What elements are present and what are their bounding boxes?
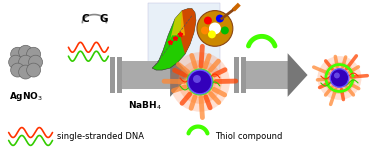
Text: G: G [99,14,108,24]
FancyBboxPatch shape [241,57,246,93]
Polygon shape [288,53,308,97]
Polygon shape [152,9,196,70]
Circle shape [221,27,229,34]
Circle shape [201,27,209,34]
Circle shape [26,47,40,61]
Polygon shape [170,11,185,40]
FancyBboxPatch shape [246,61,288,89]
FancyBboxPatch shape [122,61,170,89]
Circle shape [204,17,212,24]
Circle shape [209,22,221,34]
Circle shape [26,63,40,77]
Circle shape [323,62,356,94]
Circle shape [197,11,233,46]
Text: AgNO$_3$: AgNO$_3$ [9,90,43,103]
Circle shape [193,75,201,83]
Text: single-stranded DNA: single-stranded DNA [57,132,144,141]
FancyBboxPatch shape [117,57,122,93]
Circle shape [29,55,43,69]
Circle shape [19,55,33,69]
Text: C: C [82,14,89,24]
Circle shape [178,60,222,104]
Text: NaBH$_4$: NaBH$_4$ [128,100,162,112]
Circle shape [19,45,33,59]
Circle shape [318,56,361,100]
Circle shape [11,63,25,77]
FancyBboxPatch shape [110,57,115,93]
Polygon shape [170,53,190,97]
Polygon shape [180,9,196,54]
Circle shape [328,66,351,90]
Circle shape [208,30,216,38]
Circle shape [330,69,349,87]
Text: Thiol compound: Thiol compound [215,132,282,141]
Circle shape [9,55,23,69]
Circle shape [216,15,224,22]
Circle shape [334,73,340,78]
Circle shape [19,65,33,79]
Circle shape [184,66,216,98]
Circle shape [170,52,230,112]
FancyBboxPatch shape [148,3,220,72]
Circle shape [11,47,25,61]
FancyBboxPatch shape [234,57,239,93]
Circle shape [188,70,212,94]
